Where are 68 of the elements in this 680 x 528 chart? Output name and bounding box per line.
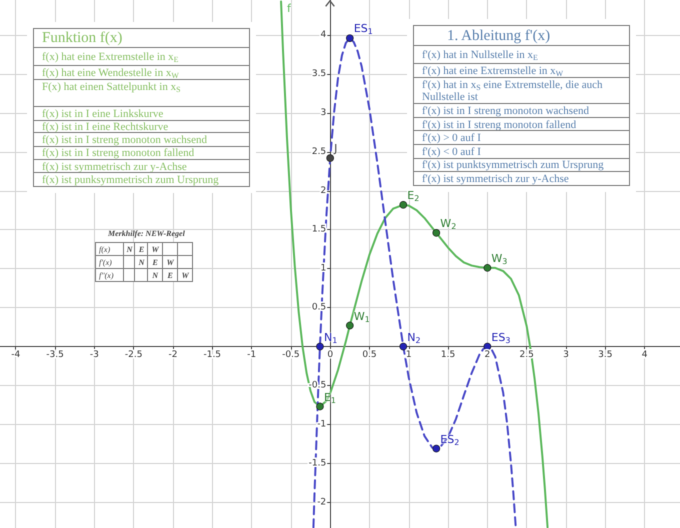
annotation: W$_{2}$ [440,216,456,231]
y-tick-label: -1.5 [308,458,326,468]
annotation: f(x) ist in I streng monoton fallend [42,147,194,160]
annotation: f'(x) ist in I streng monoton fallend [422,118,576,131]
annotation: f(x) ist symmetrisch zur y-Achse [42,160,187,173]
x-tick-label: 1.5 [440,350,456,360]
annotation: f''(x) [99,270,114,280]
annotation: f(x) ist in I eine Rechtskurve [42,121,168,134]
annotation: F(x) hat einen Sattelpunkt in x$_{S}$ [42,81,181,94]
x-tick-label: 1 [406,350,412,360]
y-tick-label: -2 [317,497,326,508]
annotation: f(x) ist in I eine Linkskurve [42,108,164,120]
annotation: N [126,244,132,254]
annotation: ES$_{3}$ [491,330,510,345]
annotation: Funktion f(x) [42,30,122,46]
x-tick-label: -3 [90,350,99,360]
annotation: f'(x) < 0 auf I [422,146,481,158]
annotation: f(x) [99,244,110,254]
annotation: Merkhilfe: NEW-Regel [108,229,185,238]
x-tick-label: -2.5 [124,350,142,360]
x-tick-label: -2 [168,350,178,360]
annotation: W$_{1}$ [354,310,370,324]
annotation: J [334,142,338,156]
x-tick-label: -4 [11,350,20,360]
annotation: f'(x) ist punktsymmetrisch zum Ursprung [422,159,604,172]
annotation: E [152,258,158,267]
annotation: E [168,270,173,280]
y-tick-label: 1.5 [312,224,326,235]
x-tick-label: 0.5 [362,350,377,360]
annotation: f'(x) hat eine Extremstelle in x$_{W}$ [422,64,564,78]
annotation: W [166,258,174,267]
annotation: 1. Ableitung f'(x) [447,28,550,44]
x-tick-label: -1 [247,350,256,360]
annotation: f'(x) [99,258,112,267]
y-tick-label: 3.5 [312,68,326,79]
annotation: W [182,270,189,280]
annotation: E$_{2}$ [407,188,420,203]
y-tick-label: 4 [320,30,326,40]
series-label: f [287,2,291,15]
y-tick-label: 3 [320,108,326,118]
annotation: ES$_{2}$ [440,432,460,447]
x-tick-label: 3.5 [598,350,612,360]
x-tick-label: -3.5 [46,350,64,360]
annotation: f'(x) ist symmetrisch zur y-Achse [422,173,569,185]
x-tick-label: -0.5 [282,350,300,360]
annotation: f(x) ist punksymmetrisch zum Ursprung [42,174,219,186]
x-tick-label: -1.5 [203,350,222,360]
x-tick-label: 3 [563,350,569,360]
y-tick-label: 0.5 [312,302,326,313]
annotation: f(x) ist in I streng monoton wachsend [42,134,207,146]
annotation: N$_{2}$ [407,330,421,345]
annotation: E [138,244,144,254]
annotation: N [152,270,158,280]
annotation: f'(x) hat in Nullstelle in x$_{E}$ [422,48,538,62]
y-tick-label: 1 [320,264,326,274]
x-tick-label: 2 [484,350,490,360]
annotation: W [152,244,159,254]
annotation: W$_{3}$ [491,252,508,266]
y-tick-label: -1 [317,419,326,430]
y-tick-label: 2 [320,186,326,196]
annotation: f(x) hat eine Extremstelle in x$_{E}$ [42,51,178,64]
annotation: f'(x) ist in I streng monoton wachsend [422,104,589,117]
annotation: f'(x) > 0 auf I [422,132,481,144]
annotation: ES$_{1}$ [354,22,373,36]
annotation: f(x) hat eine Wendestelle in x$_{W}$ [42,67,179,80]
x-tick-label: 4 [642,350,648,360]
y-tick-label: 2.5 [312,146,326,157]
annotation: N [138,258,144,267]
